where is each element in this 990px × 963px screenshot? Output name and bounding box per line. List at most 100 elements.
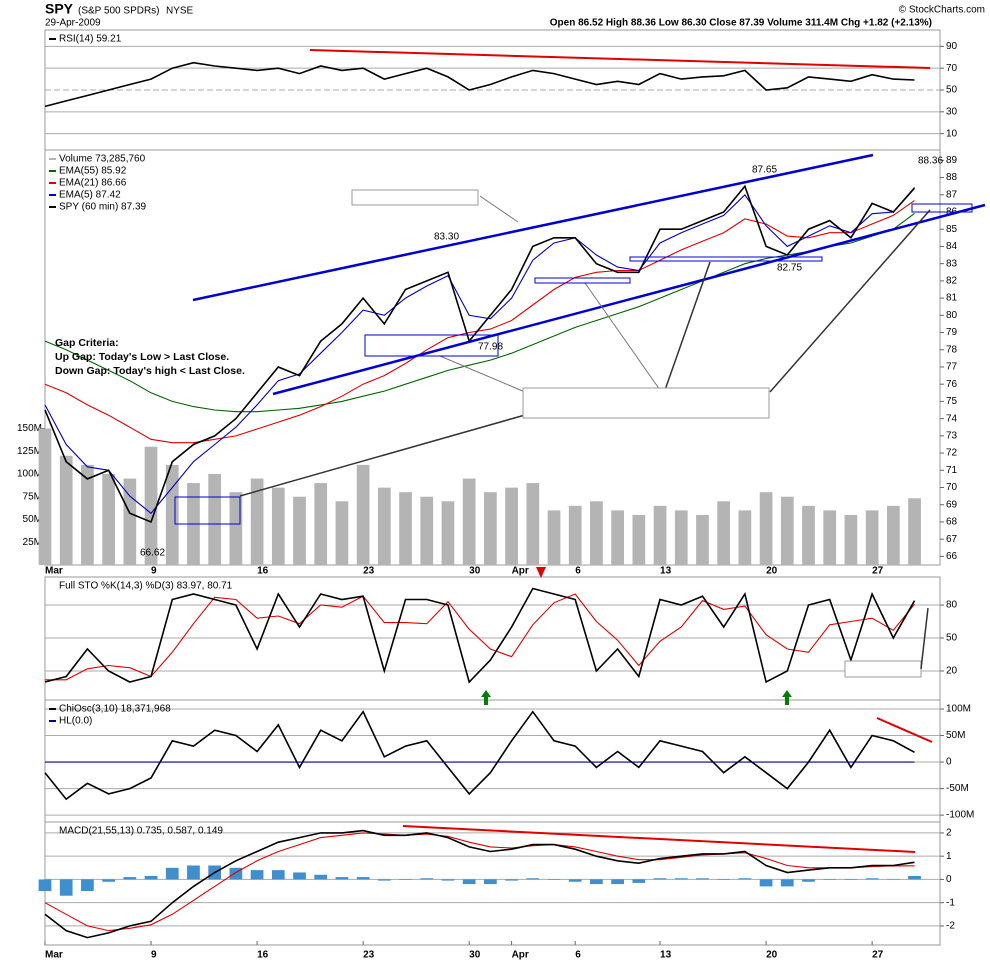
- bar: [271, 487, 285, 565]
- series-line: [44, 832, 915, 932]
- bar: [908, 875, 921, 880]
- bar: [144, 875, 158, 880]
- series-line: [44, 61, 915, 108]
- x-tick-label: 13: [660, 566, 672, 577]
- y2-tick-label: 125M: [17, 446, 42, 457]
- gap-box: [364, 334, 499, 357]
- security-name: (S&P 500 SPDRs): [78, 6, 160, 17]
- x-tick-label: Mar: [45, 566, 63, 577]
- bar: [335, 877, 349, 880]
- legend-label: EMA(5) 87.42: [59, 190, 121, 201]
- bar: [314, 874, 328, 880]
- series-line: [45, 593, 915, 681]
- series-line: [44, 184, 916, 524]
- x-tick-label: 6: [575, 950, 581, 961]
- y2-tick-label: 50M: [23, 514, 42, 525]
- y-tick-label: 50M: [946, 730, 965, 741]
- y-tick-label: 1: [946, 851, 952, 862]
- y-tick-label: 0: [946, 757, 952, 768]
- bar: [865, 510, 879, 565]
- series-line: [44, 212, 915, 413]
- legend-label: EMA(55) 85.92: [59, 166, 127, 177]
- bar: [653, 505, 667, 565]
- bar: [547, 510, 561, 565]
- y-tick-label: 88: [946, 172, 958, 183]
- bar: [356, 464, 370, 565]
- y-tick-label: 2: [946, 828, 952, 839]
- bar: [441, 879, 455, 881]
- y-tick-label: -1: [946, 897, 955, 908]
- bar: [696, 878, 709, 880]
- y-tick-label: 82: [946, 276, 958, 287]
- annotation: Gap Criteria:: [55, 337, 119, 349]
- bar: [802, 505, 815, 565]
- legend-label: RSI(14) 59.21: [59, 34, 122, 45]
- x-tick-label: 13: [660, 950, 672, 961]
- callout-box: [351, 189, 479, 206]
- panel: -100M -50M 0 50M 100M ChiOsc(3,10) 18,371,968…: [44, 699, 974, 823]
- gap-box: [629, 256, 823, 262]
- y2-tick-label: 25M: [23, 537, 42, 548]
- macd-trend: [402, 825, 916, 853]
- y-tick-label: 73: [946, 430, 958, 441]
- bar: [611, 879, 624, 885]
- series-line: [44, 710, 915, 801]
- gap-box: [534, 277, 631, 284]
- arrow-up: [782, 690, 792, 705]
- y-tick-label: 20: [946, 666, 958, 677]
- pointer: [479, 195, 519, 223]
- x-tick-label: 6: [575, 566, 581, 577]
- x-tick-label: Apr: [512, 566, 529, 577]
- legend-label: Volume 73,285,760: [59, 154, 146, 165]
- bar: [717, 879, 731, 880]
- annotation: Down Gap: Today's high < Last Close.: [55, 365, 245, 377]
- bar: [420, 878, 434, 880]
- y-tick-label: 79: [946, 327, 958, 338]
- bar: [908, 498, 921, 565]
- bar: [505, 879, 518, 881]
- bar: [208, 473, 222, 565]
- y2-tick-label: 75M: [23, 491, 42, 502]
- callout-box: [522, 387, 770, 419]
- y-tick-label: 70: [946, 482, 958, 493]
- y-tick-label: 70: [946, 63, 958, 74]
- panel: 6667686970717273747576777879808182838485…: [17, 149, 958, 577]
- y-tick-label: 80: [946, 310, 958, 321]
- bar: [802, 879, 815, 882]
- y-tick-label: 78: [946, 344, 958, 355]
- bar: [844, 879, 858, 880]
- bar: [632, 879, 646, 883]
- y2-tick-label: 100M: [17, 469, 42, 480]
- panel: -2 -1 0 1 2 Mar 9 16 23 30 Apr 6 13 20 27 MACD(21,55,13…: [38, 821, 955, 961]
- bar: [123, 877, 137, 880]
- annotation: 82.75: [777, 263, 802, 274]
- bar: [356, 877, 370, 880]
- bar: [844, 514, 858, 565]
- bar: [420, 496, 434, 565]
- bar: [377, 879, 391, 881]
- series-line: [44, 829, 915, 939]
- y-tick-label: 72: [946, 448, 958, 459]
- panel: 10 30 50 70 90 RSI(14) 59.21: [44, 29, 958, 151]
- bar: [250, 478, 264, 565]
- y-tick-label: 100M: [946, 704, 971, 715]
- y2-tick-label: 150M: [17, 423, 42, 434]
- bar: [484, 492, 497, 565]
- x-tick-label: 20: [766, 950, 778, 961]
- arrow-up: [481, 690, 491, 705]
- bar: [144, 446, 158, 565]
- bar: [823, 510, 837, 565]
- bar: [865, 878, 879, 880]
- bar: [335, 501, 349, 565]
- bar: [38, 428, 52, 565]
- pointer: [239, 414, 526, 497]
- bar: [568, 879, 582, 882]
- bar: [165, 867, 179, 880]
- bar: [165, 464, 179, 565]
- arrow-down: [536, 567, 546, 578]
- bar: [293, 872, 306, 880]
- legend-label: ChiOsc(3,10) 18,371,968: [59, 704, 171, 715]
- bar: [81, 879, 94, 892]
